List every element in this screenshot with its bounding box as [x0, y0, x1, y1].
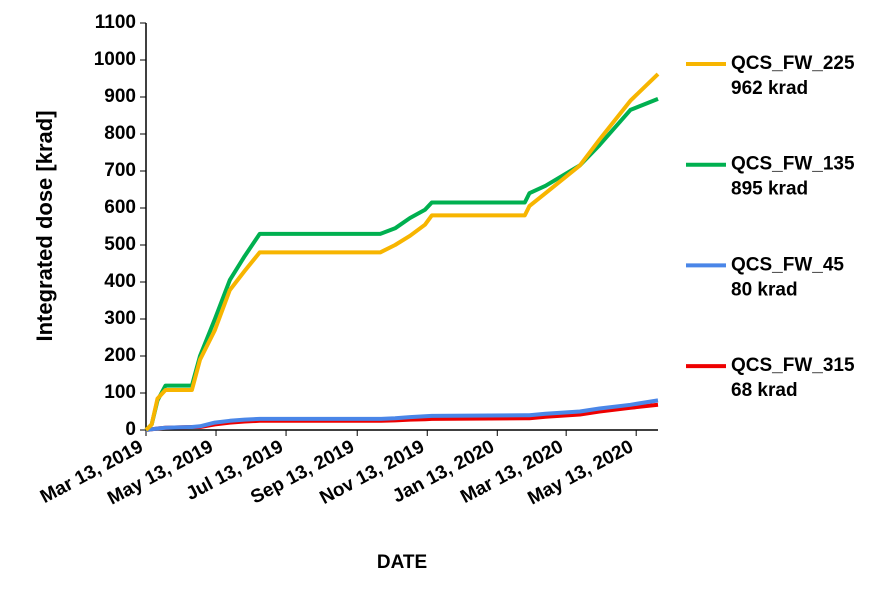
- legend-value: 80 krad: [731, 279, 798, 300]
- y-tick-label: 200: [104, 345, 136, 366]
- series-line: [144, 72, 660, 432]
- series-line: [144, 97, 659, 432]
- y-tick-label: 800: [104, 123, 136, 144]
- legend-value: 962 krad: [731, 78, 808, 99]
- series-line: [145, 398, 659, 432]
- y-tick-label: 700: [104, 160, 136, 181]
- y-tick-label: 400: [104, 271, 136, 292]
- legend-value: 68 krad: [731, 380, 798, 401]
- y-tick-label: 1100: [95, 12, 136, 33]
- y-tick-label: 900: [104, 86, 136, 107]
- y-axis-title: Integrated dose [krad]: [32, 110, 57, 341]
- y-tick-label: 500: [104, 234, 136, 255]
- legend-label: QCS_FW_225: [731, 53, 855, 74]
- legend-label: QCS_FW_135: [731, 154, 855, 175]
- legend-label: QCS_FW_315: [731, 355, 855, 376]
- legend-label: QCS_FW_45: [731, 254, 844, 275]
- y-tick-label: 100: [104, 382, 136, 403]
- legend-value: 895 krad: [731, 179, 808, 200]
- y-tick-label: 0: [125, 419, 136, 440]
- y-tick-label: 1000: [94, 49, 136, 70]
- y-tick-label: 300: [104, 308, 136, 329]
- y-tick-label: 600: [104, 197, 136, 218]
- x-axis-title: DATE: [377, 552, 427, 573]
